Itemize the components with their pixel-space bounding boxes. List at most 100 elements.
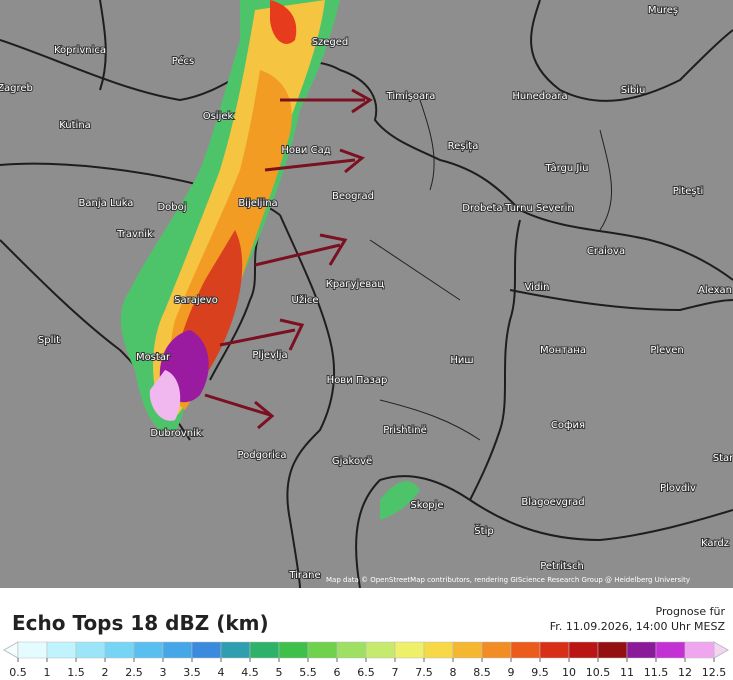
city-label: Pljevlja [252,350,287,361]
city-label: Craiova [587,246,625,257]
city-label: Skopje [410,500,443,511]
city-label: Travnik [116,229,153,240]
city-label: Prishtinë [383,425,426,436]
colorbar-segment [510,641,541,659]
colorbar-tick-label: 3.5 [183,666,201,679]
colorbar-segment [481,641,512,659]
colorbar-segment [278,641,309,659]
attribution: Map data © OpenStreetMap contributors, r… [326,576,690,584]
colorbar-tick-label: 2.5 [125,666,143,679]
colorbar-tick-label: 0.5 [9,666,27,679]
city-label: Pleven [650,345,683,356]
colorbar-tick-label: 11 [620,666,634,679]
city-label: Монтана [540,345,586,356]
city-label: Tirane [288,570,320,581]
city-label: Kardz [701,538,729,549]
city-label: София [551,420,585,431]
colorbar-tick-label: 4.5 [241,666,259,679]
colorbar-tick-label: 7 [392,666,399,679]
colorbar-tick-label: 4 [218,666,225,679]
colorbar-segment [46,641,77,659]
colorbar-tick-label: 5 [276,666,283,679]
colorbar-segment [133,641,164,659]
colorbar-tick-label: 10 [562,666,576,679]
colorbar-segment [365,641,396,659]
colorbar-tick-label: 6 [334,666,341,679]
city-label: Нови Пазар [327,375,388,386]
colorbar-segment [597,641,628,659]
city-label: Dubrovnik [150,428,201,439]
legend-background [0,588,733,680]
city-label: Târgu Jiu [545,162,589,174]
colorbar-segment [394,641,425,659]
city-label: Drobeta-Turnu Severin [462,203,573,214]
city-label: Pécs [172,55,195,67]
cities: Pécs Szeged Koprivnica Zagreb Osijek Kutina Ti… [0,4,733,582]
colorbar-segment [423,641,454,659]
city-label: Szeged [312,37,349,48]
colorbar-segment [452,641,483,659]
city-label: Bijeljina [238,198,277,209]
legend-title: Echo Tops 18 dBZ (km) [12,611,269,635]
forecast-label: Prognose für [656,605,726,618]
regional-borders [369,99,612,441]
city-label: Ниш [450,355,473,366]
city-label: Mureș [648,5,678,16]
city-label: Kutina [59,120,91,131]
city-label: Нови Сад [281,145,330,156]
colorbar-segment [75,641,106,659]
city-label: Štip [474,524,493,537]
colorbar-tick-label: 12.5 [702,666,727,679]
city-label: Plovdiv [660,483,696,494]
colorbar-tick-label: 3 [160,666,167,679]
city-label: Alexan [698,285,732,296]
colorbar-tick-label: 9.5 [531,666,549,679]
colorbar-segment [336,641,367,659]
colorbar-tick-label: 11.5 [644,666,669,679]
colorbar-tick-label: 5.5 [299,666,317,679]
city-label: Mostar [136,352,171,363]
colorbar-segment [655,641,686,659]
colorbar-tick-label: 8.5 [473,666,491,679]
city-label: Sibiu [621,85,646,96]
radar-echoes [120,0,420,520]
colorbar-segment [249,641,280,659]
colorbar-tick-label: 8 [450,666,457,679]
arrows [204,88,373,430]
colorbar-tick-label: 7.5 [415,666,433,679]
city-label: Reșița [448,141,479,152]
city-label: Užice [292,294,319,306]
city-label: Zagreb [0,83,33,94]
colorbar-tick-label: 1.5 [67,666,85,679]
city-label: Koprivnica [54,45,106,56]
city-label: Split [38,335,60,346]
city-label: Timișoara [386,91,436,102]
city-label: Pitești [673,186,704,197]
colorbar-segment [684,641,715,659]
city-label: Sarajevo [174,295,218,306]
colorbar-tick-label: 1 [44,666,51,679]
colorbar-segment [307,641,338,659]
colorbar-tick-label: 12 [678,666,692,679]
colorbar: 0.5 1 1.5 2 2.5 3 3.5 4 4.5 5 5.5 6 6.5 7 7.5 8 8.5 9 9.5 1… [9,641,727,679]
forecast-time: Fr. 11.09.2026, 14:00 Uhr MESZ [550,620,726,633]
colorbar-tick-label: 10.5 [586,666,611,679]
colorbar-tick-label: 9 [508,666,515,679]
colorbar-segment [162,641,193,659]
colorbar-segment [539,641,570,659]
city-label: Podgorica [237,450,286,461]
colorbar-segment [626,641,657,659]
city-label: Star [713,453,733,464]
colorbar-segment [104,641,135,659]
city-label: Крагујевац [326,278,385,290]
colorbar-segment [568,641,599,659]
city-label: Doboj [157,202,186,213]
city-label: Gjakovë [332,456,372,467]
colorbar-tick-label: 6.5 [357,666,375,679]
city-label: Banja Luka [79,198,134,209]
colorbar-tick-label: 2 [102,666,109,679]
colorbar-segment [17,641,48,659]
city-label: Beograd [332,191,374,202]
